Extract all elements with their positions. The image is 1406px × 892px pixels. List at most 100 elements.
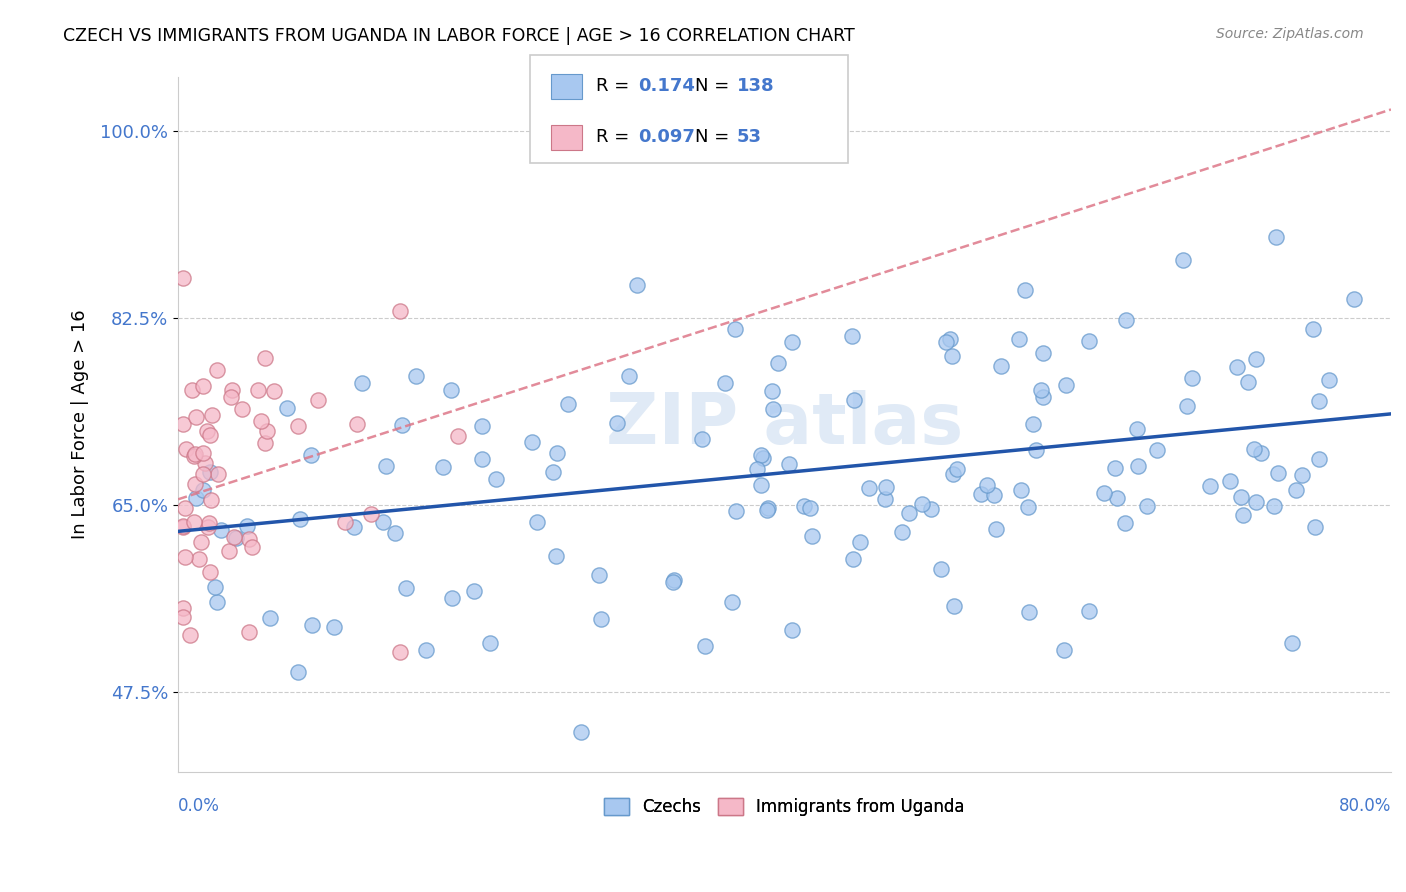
Point: [1263, 500, 1285, 514]
Point: [695, 639, 717, 653]
Point: [1244, 495, 1267, 509]
Text: 53: 53: [737, 128, 762, 146]
Text: Source: ZipAtlas.com: Source: ZipAtlas.com: [1216, 27, 1364, 41]
Point: [183, 476, 205, 491]
Point: [231, 402, 253, 417]
Point: [606, 417, 628, 431]
Point: [661, 574, 683, 589]
Point: [1014, 283, 1036, 297]
Text: 138: 138: [737, 78, 775, 95]
Point: [346, 417, 368, 431]
Point: [929, 561, 952, 575]
Point: [756, 501, 779, 516]
Point: [172, 520, 194, 534]
Point: [1171, 252, 1194, 267]
Point: [1291, 467, 1313, 482]
Point: [1308, 393, 1330, 408]
Point: [205, 595, 228, 609]
Point: [946, 461, 969, 475]
Point: [1146, 443, 1168, 458]
Point: [942, 467, 965, 481]
Text: CZECH VS IMMIGRANTS FROM UGANDA IN LABOR FORCE | AGE > 16 CORRELATION CHART: CZECH VS IMMIGRANTS FROM UGANDA IN LABOR…: [63, 27, 855, 45]
Point: [724, 504, 747, 518]
Point: [1017, 500, 1039, 515]
Text: ZIP atlas: ZIP atlas: [606, 390, 963, 459]
Text: R =: R =: [596, 78, 636, 95]
Point: [799, 500, 821, 515]
Point: [198, 516, 221, 530]
Point: [194, 456, 217, 470]
Point: [440, 383, 463, 397]
Point: [1308, 451, 1330, 466]
Point: [939, 332, 962, 346]
Point: [588, 567, 610, 582]
Point: [976, 477, 998, 491]
Point: [249, 414, 271, 428]
Point: [238, 624, 260, 639]
Point: [395, 581, 418, 595]
Point: [200, 427, 222, 442]
Y-axis label: In Labor Force | Age > 16: In Labor Force | Age > 16: [72, 310, 89, 540]
Point: [842, 551, 865, 566]
Point: [1078, 604, 1101, 618]
Point: [920, 502, 942, 516]
Point: [1199, 479, 1222, 493]
Point: [193, 483, 215, 497]
Point: [626, 277, 648, 292]
Point: [301, 617, 323, 632]
Point: [238, 532, 260, 546]
Text: 0.097: 0.097: [638, 128, 695, 146]
Point: [184, 491, 207, 505]
Point: [405, 369, 427, 384]
Point: [200, 492, 222, 507]
Point: [1175, 399, 1198, 413]
Point: [662, 573, 685, 587]
Point: [1032, 390, 1054, 404]
Point: [209, 523, 232, 537]
Point: [253, 351, 276, 365]
Point: [179, 628, 201, 642]
Point: [352, 376, 374, 390]
Point: [174, 550, 197, 565]
Point: [174, 500, 197, 515]
Point: [801, 529, 824, 543]
Point: [848, 534, 870, 549]
Point: [1181, 371, 1204, 385]
Point: [1054, 377, 1077, 392]
Point: [247, 383, 270, 397]
Point: [218, 544, 240, 558]
Point: [569, 725, 592, 739]
Point: [463, 584, 485, 599]
Point: [1244, 352, 1267, 367]
Point: [172, 271, 194, 285]
Point: [984, 522, 1007, 536]
Point: [990, 359, 1012, 374]
Point: [1285, 483, 1308, 497]
Point: [259, 611, 281, 625]
Point: [188, 552, 211, 566]
Point: [222, 530, 245, 544]
Point: [235, 519, 257, 533]
Point: [1107, 491, 1129, 505]
Point: [752, 450, 775, 465]
Point: [1226, 359, 1249, 374]
Point: [1018, 606, 1040, 620]
Point: [288, 512, 311, 526]
Point: [186, 409, 208, 424]
Point: [172, 601, 194, 615]
Point: [780, 623, 803, 637]
Point: [183, 449, 205, 463]
Point: [371, 515, 394, 529]
Text: 80.0%: 80.0%: [1339, 797, 1391, 814]
Point: [471, 452, 494, 467]
Point: [1025, 442, 1047, 457]
Point: [1303, 520, 1326, 534]
Point: [983, 488, 1005, 502]
Point: [1115, 312, 1137, 326]
Point: [172, 610, 194, 624]
Point: [193, 446, 215, 460]
Point: [546, 549, 568, 564]
Point: [384, 525, 406, 540]
Point: [389, 303, 412, 318]
Point: [307, 393, 329, 408]
